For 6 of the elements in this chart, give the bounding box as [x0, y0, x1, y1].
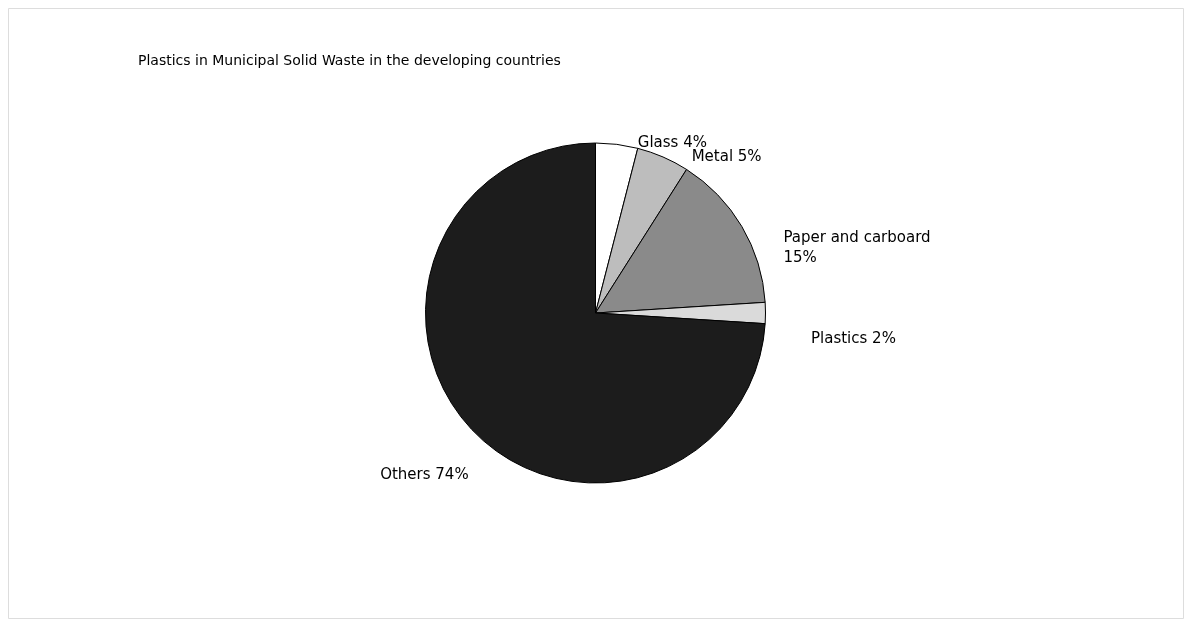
- slice-label: Metal 5%: [691, 147, 762, 166]
- slice-label: Paper and carboard: [783, 228, 931, 247]
- chart-title: Plastics in Municipal Solid Waste in the developing countries: [138, 52, 561, 68]
- slice-label: Others 74%: [380, 464, 469, 483]
- slice-label: Plastics 2%: [811, 329, 896, 347]
- data-label: 15%: [783, 248, 817, 267]
